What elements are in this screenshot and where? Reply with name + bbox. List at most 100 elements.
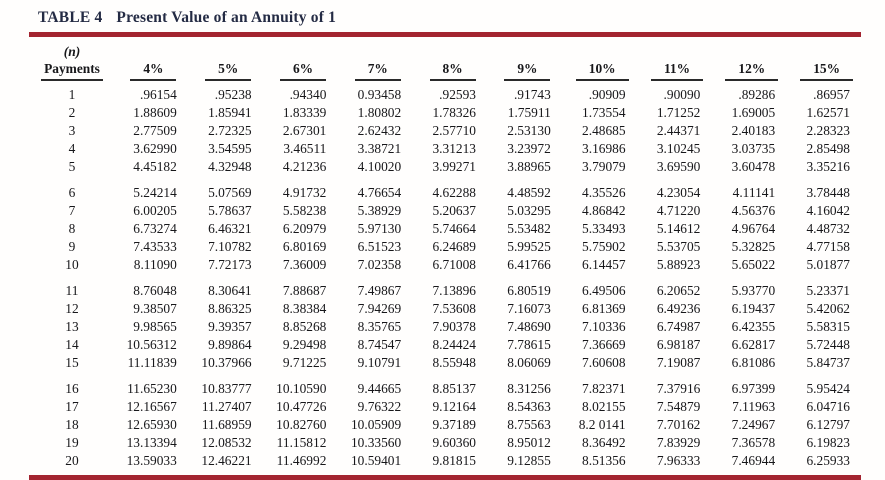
value-cell: 4.23054	[656, 185, 701, 200]
value-cell: 7.13896	[432, 283, 476, 298]
value-cell: 4.21236	[282, 159, 327, 174]
value-cell: 5.74664	[432, 221, 476, 236]
value-cell: .89286	[738, 87, 776, 102]
value-cell: 1.71252	[656, 105, 701, 120]
value-cell: 8.76048	[133, 283, 177, 298]
value-cell: 5.95424	[806, 381, 850, 396]
value-cell: 4.48592	[507, 185, 551, 200]
value-cell: 9.37189	[432, 417, 476, 432]
column-header-4pct: 4%	[116, 44, 191, 81]
value-cell: 7.36578	[731, 435, 776, 450]
value-cell: 5.75902	[582, 239, 626, 254]
value-cell: 1.62571	[806, 105, 850, 120]
value-cell: 0.93458	[357, 87, 402, 102]
table-row: 16 11.65230 10.83777 10.10590 9.44665 8.85137…	[28, 372, 864, 398]
value-cell: 7.49867	[357, 283, 402, 298]
value-cell: 2.57710	[432, 123, 476, 138]
value-cell: 5.24214	[133, 185, 177, 200]
column-header-5pct: 5%	[191, 44, 266, 81]
payments-cell: 6	[68, 185, 76, 200]
value-cell: 7.10782	[208, 239, 252, 254]
value-cell: 2.40183	[731, 123, 776, 138]
value-cell: 10.37966	[201, 355, 252, 370]
value-cell: 9.76322	[357, 399, 402, 414]
value-cell: .86957	[813, 87, 850, 102]
value-cell: 8.06069	[507, 355, 551, 370]
column-header-label: 15%	[800, 61, 853, 81]
value-cell: 7.88687	[282, 283, 327, 298]
value-cell: 6.71008	[432, 257, 476, 272]
payments-cell: 3	[68, 123, 76, 138]
payments-cell: 7	[68, 203, 76, 218]
value-cell: 6.41766	[507, 257, 551, 272]
value-cell: 1.88609	[133, 105, 177, 120]
value-cell: 6.42355	[731, 319, 776, 334]
table-row: 15 11.11839 10.37966 9.71225 9.10791 8.55948 8…	[28, 354, 864, 372]
payments-cell: 14	[65, 337, 79, 352]
value-cell: 9.10791	[357, 355, 402, 370]
value-cell: 4.77158	[806, 239, 850, 254]
value-cell: 7.48690	[507, 319, 551, 334]
value-cell: 8.74547	[357, 337, 402, 352]
value-cell: 10.59401	[350, 453, 402, 468]
value-cell: 8.85137	[432, 381, 476, 396]
value-cell: 12.16567	[126, 399, 177, 414]
column-header-8pct: 8%	[415, 44, 490, 81]
value-cell: 6.20979	[282, 221, 327, 236]
value-cell: 5.84737	[806, 355, 850, 370]
value-cell: 3.62990	[133, 141, 177, 156]
value-cell: 5.32825	[731, 239, 776, 254]
column-header-7pct: 7%	[340, 44, 415, 81]
value-cell: 8.86325	[208, 301, 252, 316]
value-cell: 7.46944	[731, 453, 776, 468]
value-cell: 11.27407	[201, 399, 252, 414]
value-cell: 5.58238	[282, 203, 327, 218]
bottom-rule	[29, 475, 861, 480]
value-cell: 5.07569	[208, 185, 252, 200]
value-cell: .90090	[663, 87, 701, 102]
value-cell: 3.79079	[582, 159, 626, 174]
value-cell: 4.71220	[656, 203, 701, 218]
table-row: 8 6.73274 6.46321 6.20979 5.97130 5.74664 5.53…	[28, 220, 864, 238]
table-row: 2 1.88609 1.85941 1.83339 1.80802 1.78326 1.75…	[28, 104, 864, 122]
column-header-label: 7%	[354, 61, 401, 81]
value-cell: 4.91732	[282, 185, 327, 200]
top-rule	[29, 32, 861, 37]
table-title: TABLE 4 Present Value of an Annuity of 1	[0, 0, 885, 27]
value-cell: 8.31256	[507, 381, 551, 396]
value-cell: 11.15812	[276, 435, 327, 450]
column-header-label: 5%	[205, 61, 252, 81]
table-row: 18 12.65930 11.68959 10.82760 10.05909 9.3718…	[28, 416, 864, 434]
value-cell: 5.53482	[507, 221, 551, 236]
value-cell: 6.80519	[507, 283, 551, 298]
column-header-6pct: 6%	[266, 44, 341, 81]
value-cell: 6.80169	[282, 239, 327, 254]
value-cell: 2.67301	[282, 123, 327, 138]
value-cell: 5.88923	[656, 257, 701, 272]
value-cell: 4.16042	[806, 203, 850, 218]
table-row: 20 13.59033 12.46221 11.46992 10.59401 9.8181…	[28, 452, 864, 470]
value-cell: 6.74987	[656, 319, 701, 334]
payments-cell: 1	[68, 87, 76, 102]
column-header-10pct: 10%	[565, 44, 640, 81]
value-cell: 9.44665	[357, 381, 402, 396]
payments-cell: 9	[68, 239, 76, 254]
value-cell: 13.13394	[126, 435, 177, 450]
value-cell: 3.46511	[283, 141, 327, 156]
payments-cell: 4	[68, 141, 76, 156]
table-row: 6 5.24214 5.07569 4.91732 4.76654 4.62288 4.48…	[28, 176, 864, 202]
value-cell: 10.10590	[276, 381, 327, 396]
payments-cell: 10	[65, 257, 79, 272]
value-cell: 3.99271	[432, 159, 476, 174]
value-cell: 2.48685	[582, 123, 626, 138]
table-row: 3 2.77509 2.72325 2.67301 2.62432 2.57710 2.53…	[28, 122, 864, 140]
value-cell: 3.03735	[731, 141, 776, 156]
value-cell: 8.38384	[282, 301, 327, 316]
column-header-label: 12%	[725, 61, 779, 81]
value-cell: 3.69590	[656, 159, 701, 174]
value-cell: 6.97399	[731, 381, 776, 396]
value-cell: 6.24689	[432, 239, 476, 254]
value-cell: 6.81369	[582, 301, 626, 316]
value-cell: .91743	[513, 87, 551, 102]
